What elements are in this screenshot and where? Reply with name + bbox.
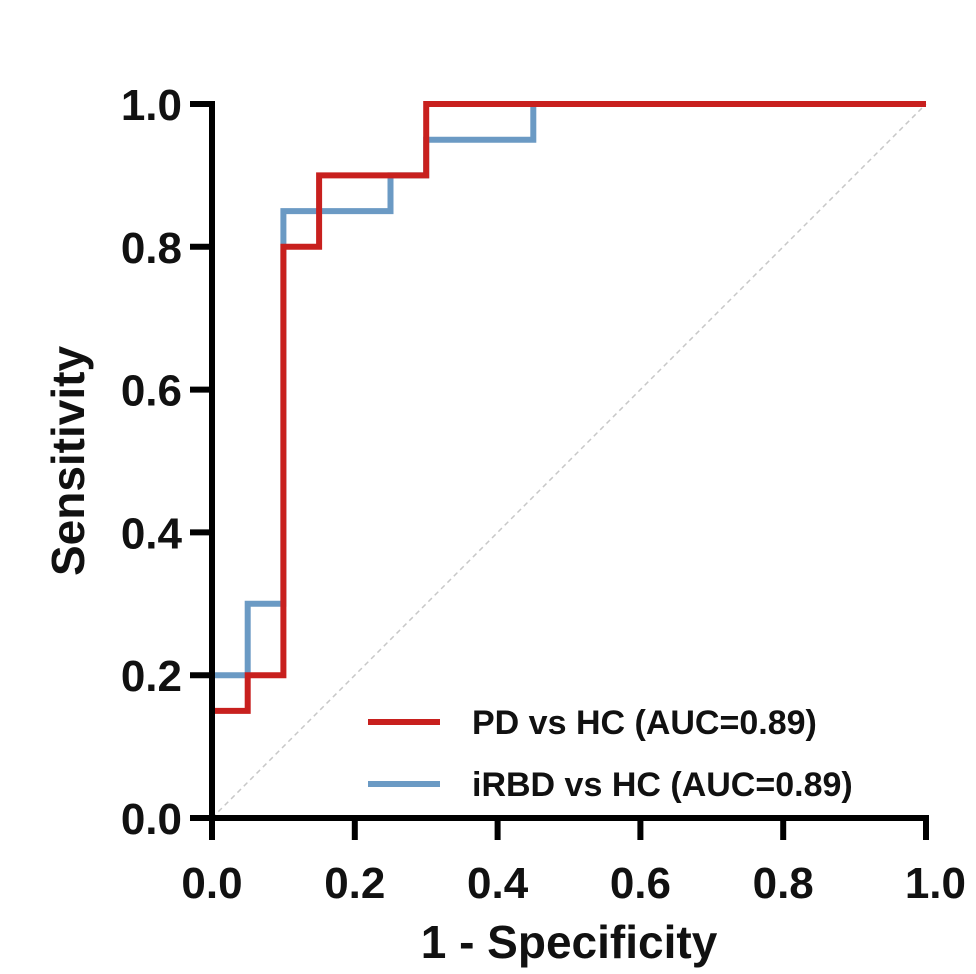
x-tick-label: 1.0 <box>905 859 966 908</box>
x-tick-label: 0.0 <box>181 859 242 908</box>
y-tick-label: 1.0 <box>121 81 182 130</box>
y-tick-label: 0.6 <box>121 367 182 416</box>
y-tick-label: 0.8 <box>121 224 182 273</box>
legend: PD vs HC (AUC=0.89) iRBD vs HC (AUC=0.89) <box>368 704 853 804</box>
legend-label-0: PD vs HC (AUC=0.89) <box>472 704 817 742</box>
legend-label-1: iRBD vs HC (AUC=0.89) <box>472 766 853 804</box>
series-line-1 <box>209 101 926 818</box>
reference-diagonal <box>211 103 927 819</box>
ticks-layer: 0.0 0.2 0.4 0.6 0.8 1.0 0.0 0.2 0.4 0.6 0.8 1.0 <box>121 81 966 908</box>
y-axis-title: Sensitivity <box>42 346 94 577</box>
x-tick-label: 0.2 <box>324 859 385 908</box>
y-tick-label: 0.0 <box>121 795 182 844</box>
x-axis-title: 1 - Specificity <box>421 916 718 968</box>
y-tick-label: 0.2 <box>121 652 182 701</box>
series-layer <box>209 101 926 818</box>
x-tick-label: 0.4 <box>467 859 529 908</box>
x-tick-label: 0.6 <box>610 859 671 908</box>
x-tick-label: 0.8 <box>753 859 814 908</box>
y-tick-label: 0.4 <box>121 509 183 558</box>
